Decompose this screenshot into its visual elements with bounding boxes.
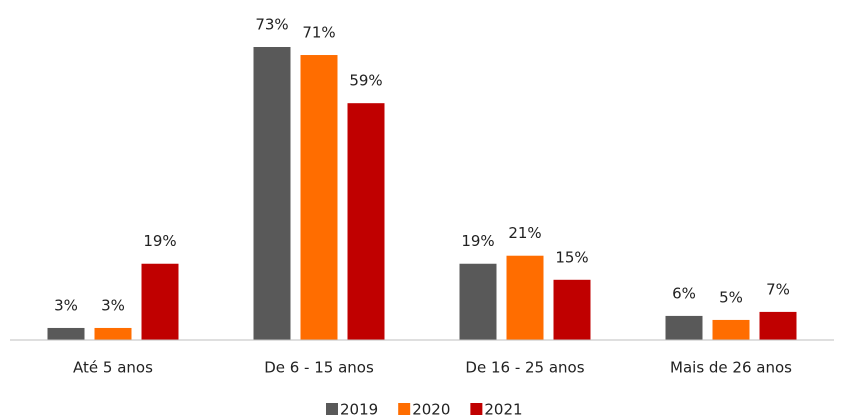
data-label: 15% [555,248,588,266]
legend-swatch [326,403,338,415]
data-label: 19% [461,232,494,250]
legend-swatch [470,403,483,415]
bar [347,103,385,341]
bar [300,55,338,340]
data-label: 59% [349,72,382,90]
x-tick-label: De 6 - 15 anos [264,359,374,377]
legend-label: 2019 [340,401,378,419]
bar [759,311,797,340]
legend-swatch [398,403,411,415]
data-label: 19% [143,232,176,250]
bar [141,263,179,340]
legend-label: 2020 [412,401,450,419]
bar [712,319,750,340]
data-label: 6% [672,284,696,302]
data-label: 3% [101,296,125,314]
bar [94,327,132,340]
bar [506,255,544,340]
data-label: 3% [54,296,78,314]
data-label: 21% [508,224,541,242]
bar [459,263,497,340]
legend-label: 2021 [484,401,522,419]
bar [665,315,703,340]
bar [553,279,591,340]
x-tick-label: Mais de 26 anos [670,359,792,377]
data-label: 7% [766,280,790,298]
data-label: 71% [302,24,335,42]
x-tick-label: Até 5 anos [73,359,153,377]
x-tick-label: De 16 - 25 anos [465,359,584,377]
bar [47,327,85,340]
bar [253,47,291,340]
data-label: 73% [255,16,288,34]
data-label: 5% [719,288,743,306]
